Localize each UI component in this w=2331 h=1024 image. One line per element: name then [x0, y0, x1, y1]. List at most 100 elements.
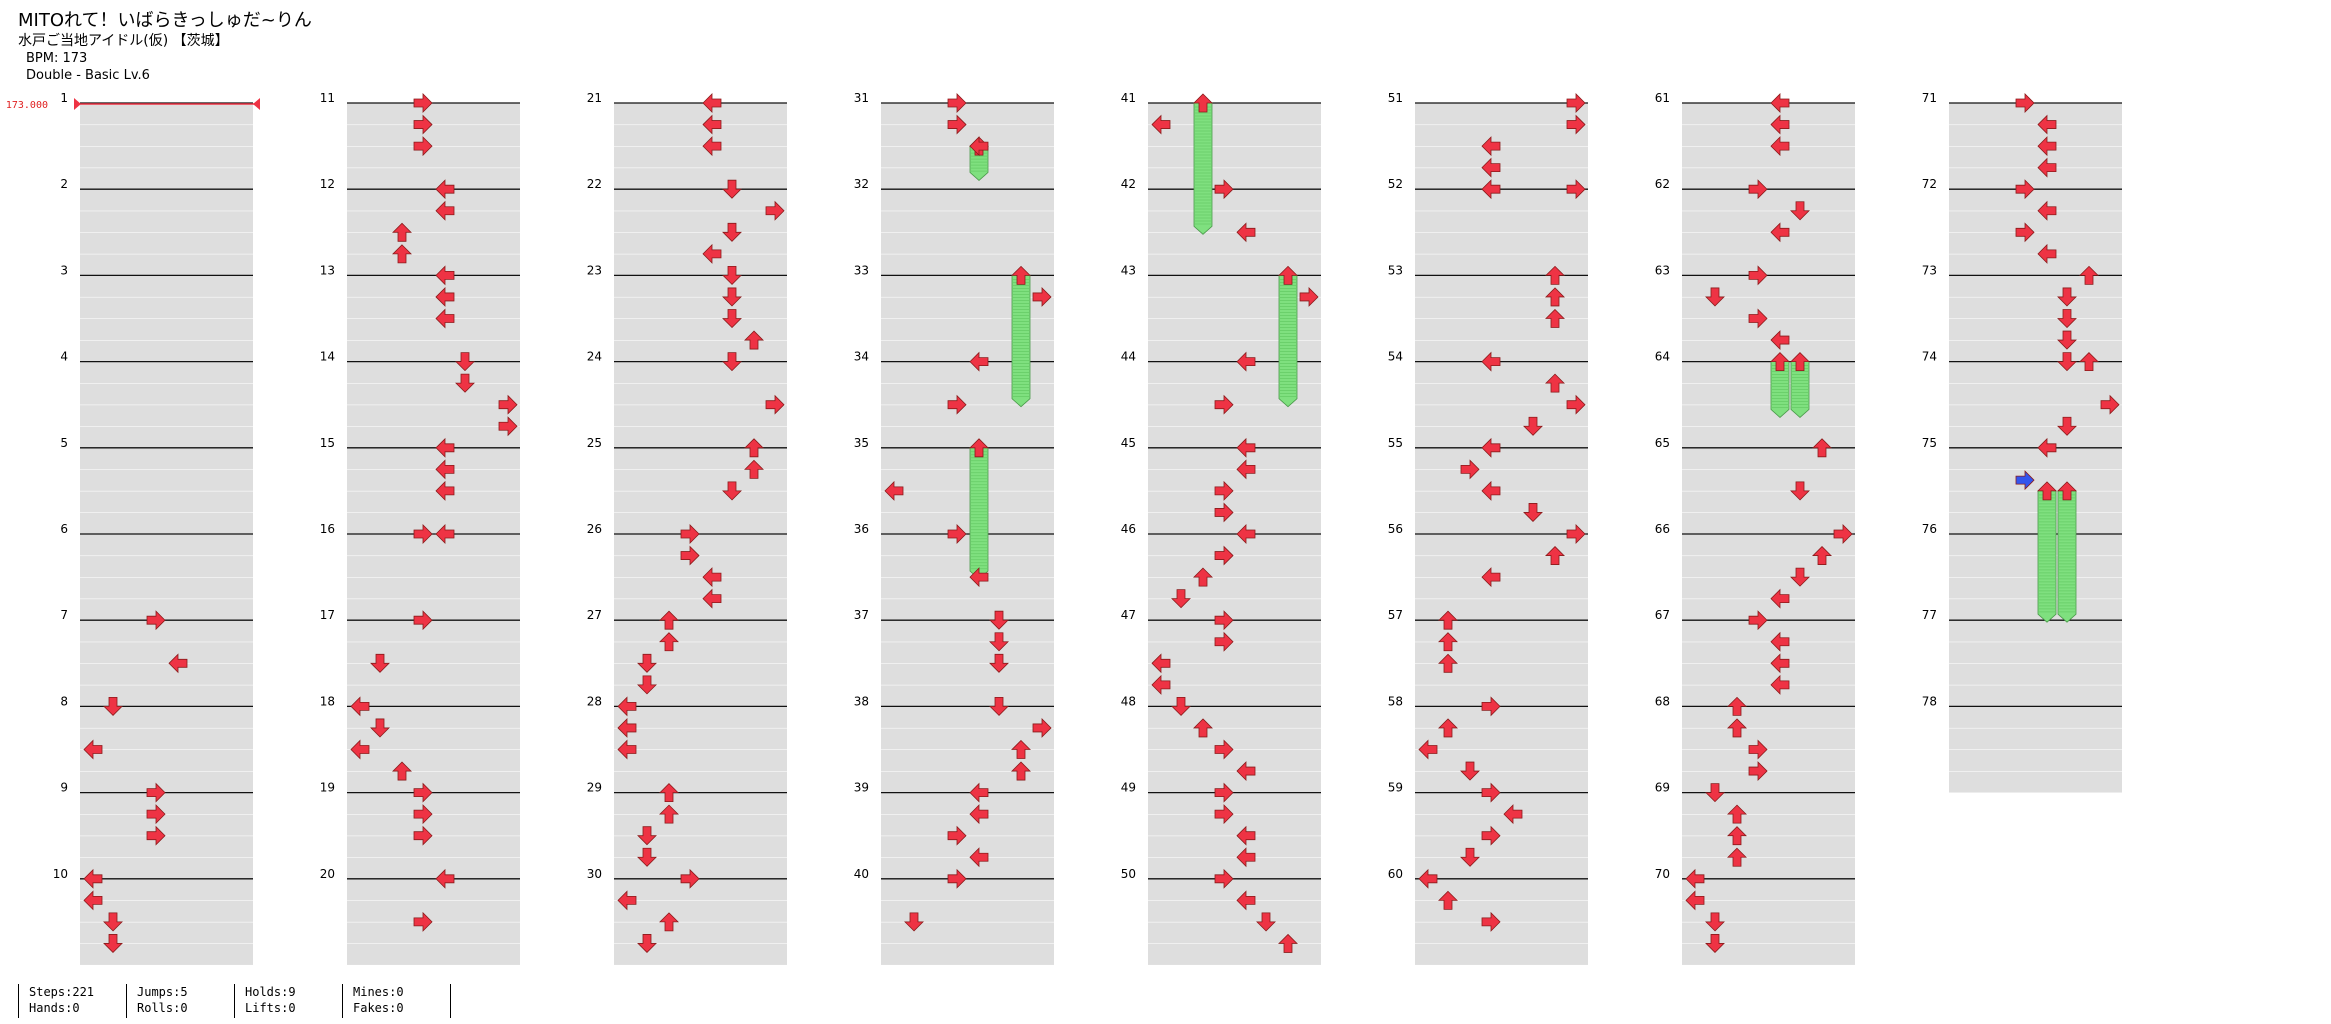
beat-band [80, 491, 253, 513]
beat-band [347, 211, 520, 233]
measure-number: 6 [60, 522, 68, 536]
beat-band [1415, 556, 1588, 578]
beat-band [1148, 534, 1321, 556]
arrow-shape [103, 912, 123, 932]
beat-band [1415, 836, 1588, 858]
arrow-shape [1727, 718, 1747, 738]
beat-band [1682, 211, 1855, 233]
beat-band [80, 577, 253, 599]
arrow-shape [1770, 93, 1790, 113]
beat-band [1682, 577, 1855, 599]
beat-band [1148, 125, 1321, 147]
step-arrow [617, 739, 637, 760]
step-arrow [1481, 825, 1501, 846]
arrow-shape [884, 480, 904, 501]
stat-lifts: Lifts:0 [245, 1001, 296, 1015]
beat-band [80, 448, 253, 470]
beat-band [881, 577, 1054, 599]
beat-band [1682, 254, 1855, 276]
beat-band [1415, 943, 1588, 965]
beat-band [80, 663, 253, 685]
step-arrow [1193, 567, 1213, 587]
measure-number: 7 [60, 608, 68, 622]
beat-band [1415, 879, 1588, 901]
difficulty-label: Double - Basic Lv.6 [26, 68, 150, 83]
beat-band [347, 857, 520, 879]
step-arrow [969, 804, 989, 825]
beat-band [881, 750, 1054, 771]
arrow-shape [1770, 674, 1790, 695]
beat-band [1148, 426, 1321, 448]
beat-band [1415, 254, 1588, 276]
step-arrow [498, 394, 518, 415]
beat-band [1949, 103, 2122, 125]
arrow-shape [1278, 933, 1298, 953]
step-arrow [1770, 588, 1790, 609]
arrow-shape [1236, 761, 1256, 782]
step-arrow [702, 567, 722, 588]
arrow-shape [1812, 545, 1832, 565]
step-arrow [146, 804, 166, 825]
step-arrow [1770, 114, 1790, 135]
step-arrow [2057, 330, 2077, 350]
step-arrow [1705, 287, 1725, 307]
beat-band [1949, 254, 2122, 276]
beat-band [1682, 793, 1855, 815]
beat-band [1148, 771, 1321, 793]
step-arrow [1214, 545, 1234, 566]
beat-band [614, 620, 787, 642]
step-arrow [1236, 437, 1256, 458]
beat-band [1415, 491, 1588, 513]
arrow-shape [1685, 890, 1705, 911]
step-arrow [1236, 761, 1256, 782]
arrow-shape [1011, 761, 1031, 781]
beat-band [1682, 168, 1855, 190]
beat-band [1415, 620, 1588, 642]
arrow-shape [413, 782, 433, 803]
arrow-shape [370, 718, 390, 738]
arrow-shape [1438, 610, 1458, 630]
beat-band [614, 836, 787, 858]
beat-band [347, 232, 520, 254]
arrow-shape [1790, 567, 1810, 587]
step-arrow [1727, 696, 1747, 716]
step-arrow [435, 480, 455, 501]
step-arrow [1236, 847, 1256, 868]
beat-band [1148, 577, 1321, 599]
beat-band [614, 448, 787, 470]
arrow-shape [1748, 308, 1768, 329]
measure-number: 66 [1655, 522, 1670, 536]
step-arrow [435, 200, 455, 221]
beat-band [347, 879, 520, 901]
arrow-shape [1545, 265, 1565, 285]
arrow-shape [1236, 890, 1256, 911]
step-arrow [2057, 352, 2077, 372]
beat-band [1949, 211, 2122, 233]
song-title: MITOれて！いばらきっしゅだ~りん [18, 10, 312, 31]
arrow-shape [1566, 114, 1586, 135]
beat-band [614, 491, 787, 513]
step-arrow [1481, 136, 1501, 157]
beat-band [1682, 297, 1855, 319]
beat-band [1415, 319, 1588, 340]
arrow-shape [1214, 610, 1234, 631]
beat-band [1415, 297, 1588, 319]
measure-number: 50 [1121, 867, 1136, 881]
arrow-shape [1770, 631, 1790, 652]
beat-band [1148, 706, 1321, 728]
step-arrow [744, 330, 764, 350]
measure-number: 76 [1922, 522, 1937, 536]
arrow-shape [455, 352, 475, 372]
beat-band [1148, 836, 1321, 858]
arrow-shape [722, 481, 742, 501]
beat-band [347, 319, 520, 340]
step-arrow [947, 868, 967, 889]
measure-number: 65 [1655, 436, 1670, 450]
beat-band [80, 620, 253, 642]
beat-band [1415, 857, 1588, 879]
arrow-shape [969, 782, 989, 803]
beat-band [80, 728, 253, 750]
arrow-shape [2015, 179, 2035, 200]
beat-band [1949, 577, 2122, 599]
step-arrow [659, 912, 679, 932]
